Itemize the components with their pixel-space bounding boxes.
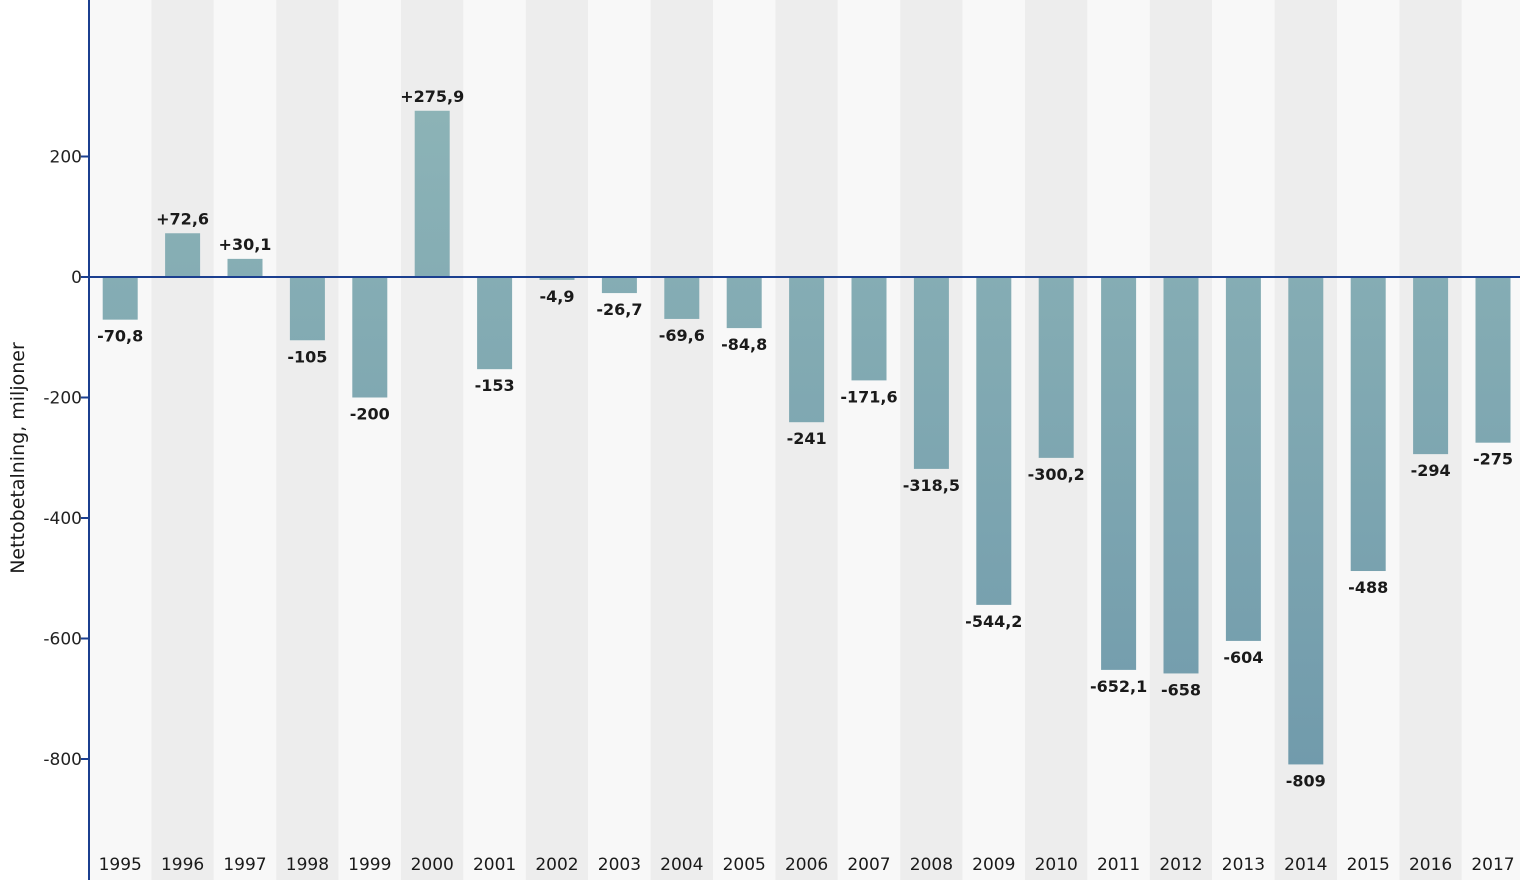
data-label: -69,6 — [659, 326, 705, 345]
bar — [415, 111, 450, 277]
data-label: -200 — [350, 405, 390, 424]
column-band — [339, 0, 401, 880]
y-tick-label: -200 — [43, 389, 82, 409]
bar — [165, 233, 200, 277]
bar — [352, 277, 387, 398]
x-tick-label: 2017 — [1471, 855, 1514, 875]
data-label: -652,1 — [1090, 677, 1147, 696]
bar — [1101, 277, 1136, 670]
data-label: +30,1 — [219, 235, 272, 254]
bar — [1226, 277, 1261, 641]
x-tick-label: 1998 — [286, 855, 329, 875]
y-axis-title: Nettobetalning, miljoner — [7, 342, 29, 574]
x-tick-label: 2000 — [411, 855, 454, 875]
bar — [664, 277, 699, 319]
data-label: -300,2 — [1028, 465, 1085, 484]
bar — [852, 277, 887, 380]
data-label: -153 — [475, 376, 515, 395]
bar — [103, 277, 138, 320]
data-label: -70,8 — [97, 327, 143, 346]
data-label: -84,8 — [721, 335, 767, 354]
x-tick-label: 1995 — [99, 855, 142, 875]
bar — [789, 277, 824, 422]
data-label: -4,9 — [540, 287, 575, 306]
column-band — [713, 0, 775, 880]
x-tick-label: 2011 — [1097, 855, 1140, 875]
column-band — [588, 0, 650, 880]
x-tick-label: 2015 — [1347, 855, 1390, 875]
data-label: -544,2 — [965, 612, 1022, 631]
bar — [727, 277, 762, 328]
data-label: -171,6 — [840, 387, 897, 406]
bar — [1164, 277, 1199, 673]
data-label: -658 — [1161, 680, 1201, 699]
data-label: -488 — [1348, 578, 1388, 597]
x-tick-label: 2003 — [598, 855, 641, 875]
data-label: -105 — [287, 347, 327, 366]
x-tick-label: 2008 — [910, 855, 953, 875]
y-tick-label: -400 — [43, 509, 82, 529]
x-tick-label: 2005 — [723, 855, 766, 875]
y-tick-label: 200 — [50, 148, 82, 168]
data-label: +275,9 — [400, 87, 464, 106]
data-label: -26,7 — [596, 300, 642, 319]
column-band — [89, 0, 151, 880]
data-label: +72,6 — [156, 209, 209, 228]
bar — [228, 259, 263, 277]
data-label: -318,5 — [903, 476, 960, 495]
x-tick-label: 2002 — [535, 855, 578, 875]
bar — [1351, 277, 1386, 571]
data-label: -294 — [1411, 461, 1451, 480]
x-tick-label: 1996 — [161, 855, 204, 875]
chart-svg: -70,8 1995 +72,6 1996 +30,1 1997 -105 1998 -200 1… — [0, 0, 1520, 880]
column-band — [214, 0, 276, 880]
bar — [1413, 277, 1448, 454]
column-band — [651, 0, 713, 880]
chart: -70,8 1995 +72,6 1996 +30,1 1997 -105 1998 -200 1… — [0, 0, 1520, 880]
x-tick-label: 2007 — [847, 855, 890, 875]
column-band — [526, 0, 588, 880]
x-tick-label: 2010 — [1035, 855, 1078, 875]
bar — [477, 277, 512, 369]
bar — [976, 277, 1011, 605]
x-tick-label: 2004 — [660, 855, 703, 875]
x-tick-label: 1999 — [348, 855, 391, 875]
column-band — [151, 0, 213, 880]
x-tick-label: 2001 — [473, 855, 516, 875]
x-tick-label: 1997 — [223, 855, 266, 875]
data-label: -809 — [1286, 771, 1326, 790]
y-tick-label: -800 — [43, 750, 82, 770]
data-label: -241 — [787, 429, 827, 448]
y-tick-label: -600 — [43, 630, 82, 650]
x-tick-label: 2014 — [1284, 855, 1327, 875]
x-tick-label: 2016 — [1409, 855, 1452, 875]
column-band — [838, 0, 900, 880]
bar — [1476, 277, 1511, 443]
x-tick-label: 2013 — [1222, 855, 1265, 875]
bar — [290, 277, 325, 340]
data-label: -275 — [1473, 450, 1513, 469]
y-tick-label: 0 — [71, 268, 82, 288]
x-tick-label: 2009 — [972, 855, 1015, 875]
bar — [1288, 277, 1323, 764]
bar — [1039, 277, 1074, 458]
x-tick-label: 2006 — [785, 855, 828, 875]
column-band — [276, 0, 338, 880]
column-band — [463, 0, 525, 880]
bar — [602, 277, 637, 293]
x-tick-label: 2012 — [1159, 855, 1202, 875]
data-label: -604 — [1223, 648, 1263, 667]
bar — [914, 277, 949, 469]
